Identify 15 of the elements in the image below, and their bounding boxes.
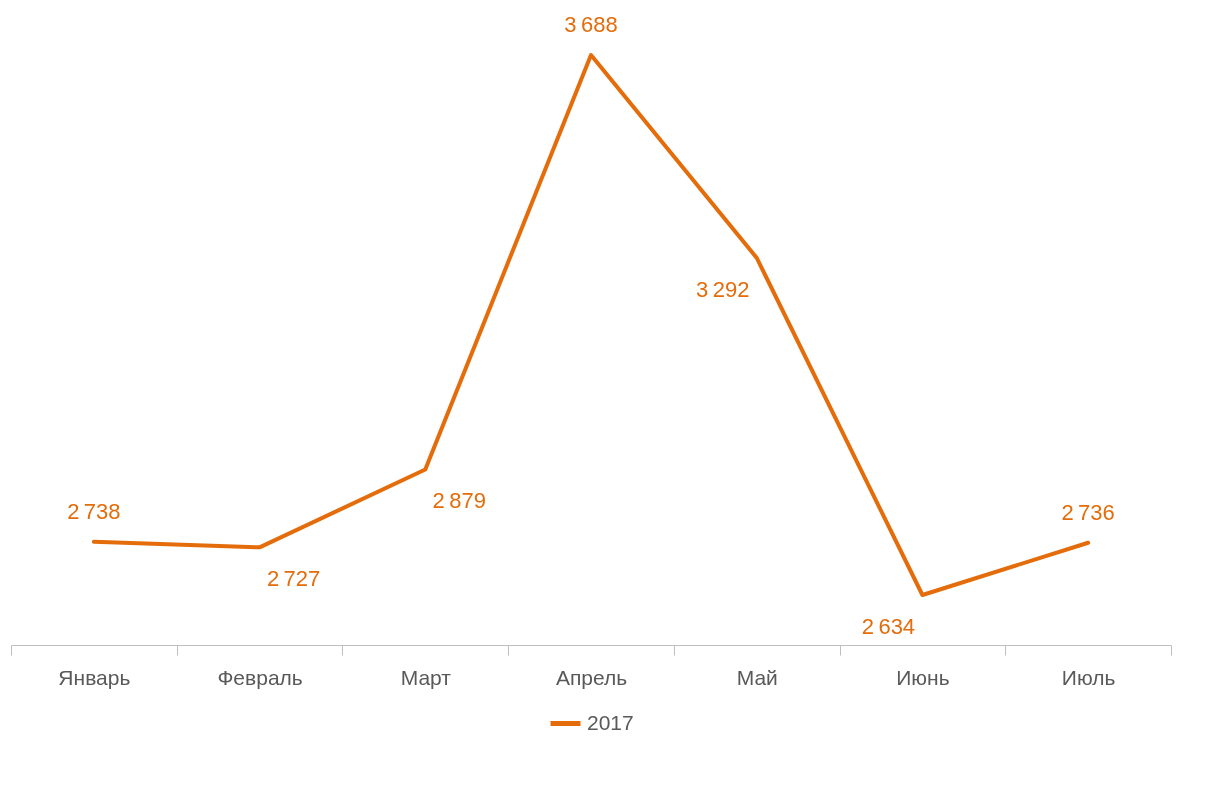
legend-label: 2017 bbox=[587, 710, 634, 734]
x-tick-label: Июль bbox=[1061, 665, 1116, 689]
data-label: 2 738 bbox=[67, 498, 121, 524]
x-tick-label: Июнь bbox=[896, 665, 950, 689]
x-tick-label: Март bbox=[400, 665, 452, 689]
data-label: 2 736 bbox=[1061, 499, 1115, 525]
x-tick-label: Май bbox=[736, 665, 778, 689]
data-label: 2 634 bbox=[861, 614, 916, 639]
x-tick-label: Апрель bbox=[555, 665, 628, 689]
data-label: 3 688 bbox=[564, 12, 618, 37]
x-tick-label: Февраль bbox=[217, 665, 303, 689]
data-label: 2 879 bbox=[432, 488, 486, 514]
data-label: 2 727 bbox=[266, 566, 321, 592]
data-label: 3 292 bbox=[696, 276, 750, 302]
x-tick-label: Январь bbox=[58, 665, 131, 689]
